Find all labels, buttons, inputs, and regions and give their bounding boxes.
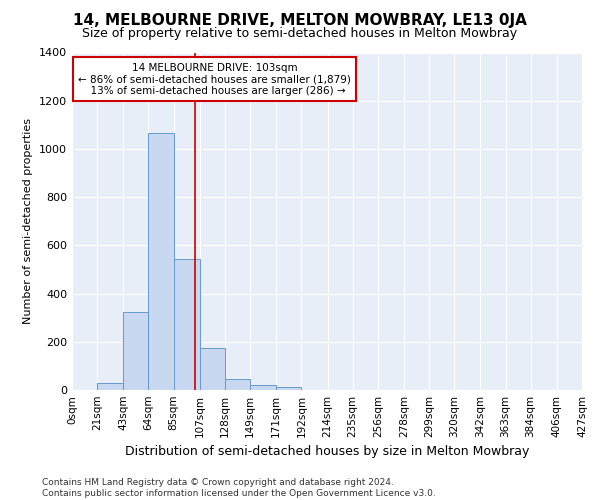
Bar [124, 312, 148, 390]
Bar [97, 383, 124, 390]
Bar [276, 387, 301, 390]
Text: Size of property relative to semi-detached houses in Melton Mowbray: Size of property relative to semi-detach… [82, 28, 518, 40]
Bar [148, 134, 173, 390]
Text: 14 MELBOURNE DRIVE: 103sqm
← 86% of semi-detached houses are smaller (1,879)
  1: 14 MELBOURNE DRIVE: 103sqm ← 86% of semi… [79, 62, 351, 96]
Y-axis label: Number of semi-detached properties: Number of semi-detached properties [23, 118, 34, 324]
Bar [250, 384, 276, 390]
Text: 14, MELBOURNE DRIVE, MELTON MOWBRAY, LE13 0JA: 14, MELBOURNE DRIVE, MELTON MOWBRAY, LE1… [73, 12, 527, 28]
Bar [200, 348, 225, 390]
Text: Contains HM Land Registry data © Crown copyright and database right 2024.
Contai: Contains HM Land Registry data © Crown c… [42, 478, 436, 498]
Bar [225, 378, 250, 390]
X-axis label: Distribution of semi-detached houses by size in Melton Mowbray: Distribution of semi-detached houses by … [125, 446, 529, 458]
Bar [173, 258, 200, 390]
